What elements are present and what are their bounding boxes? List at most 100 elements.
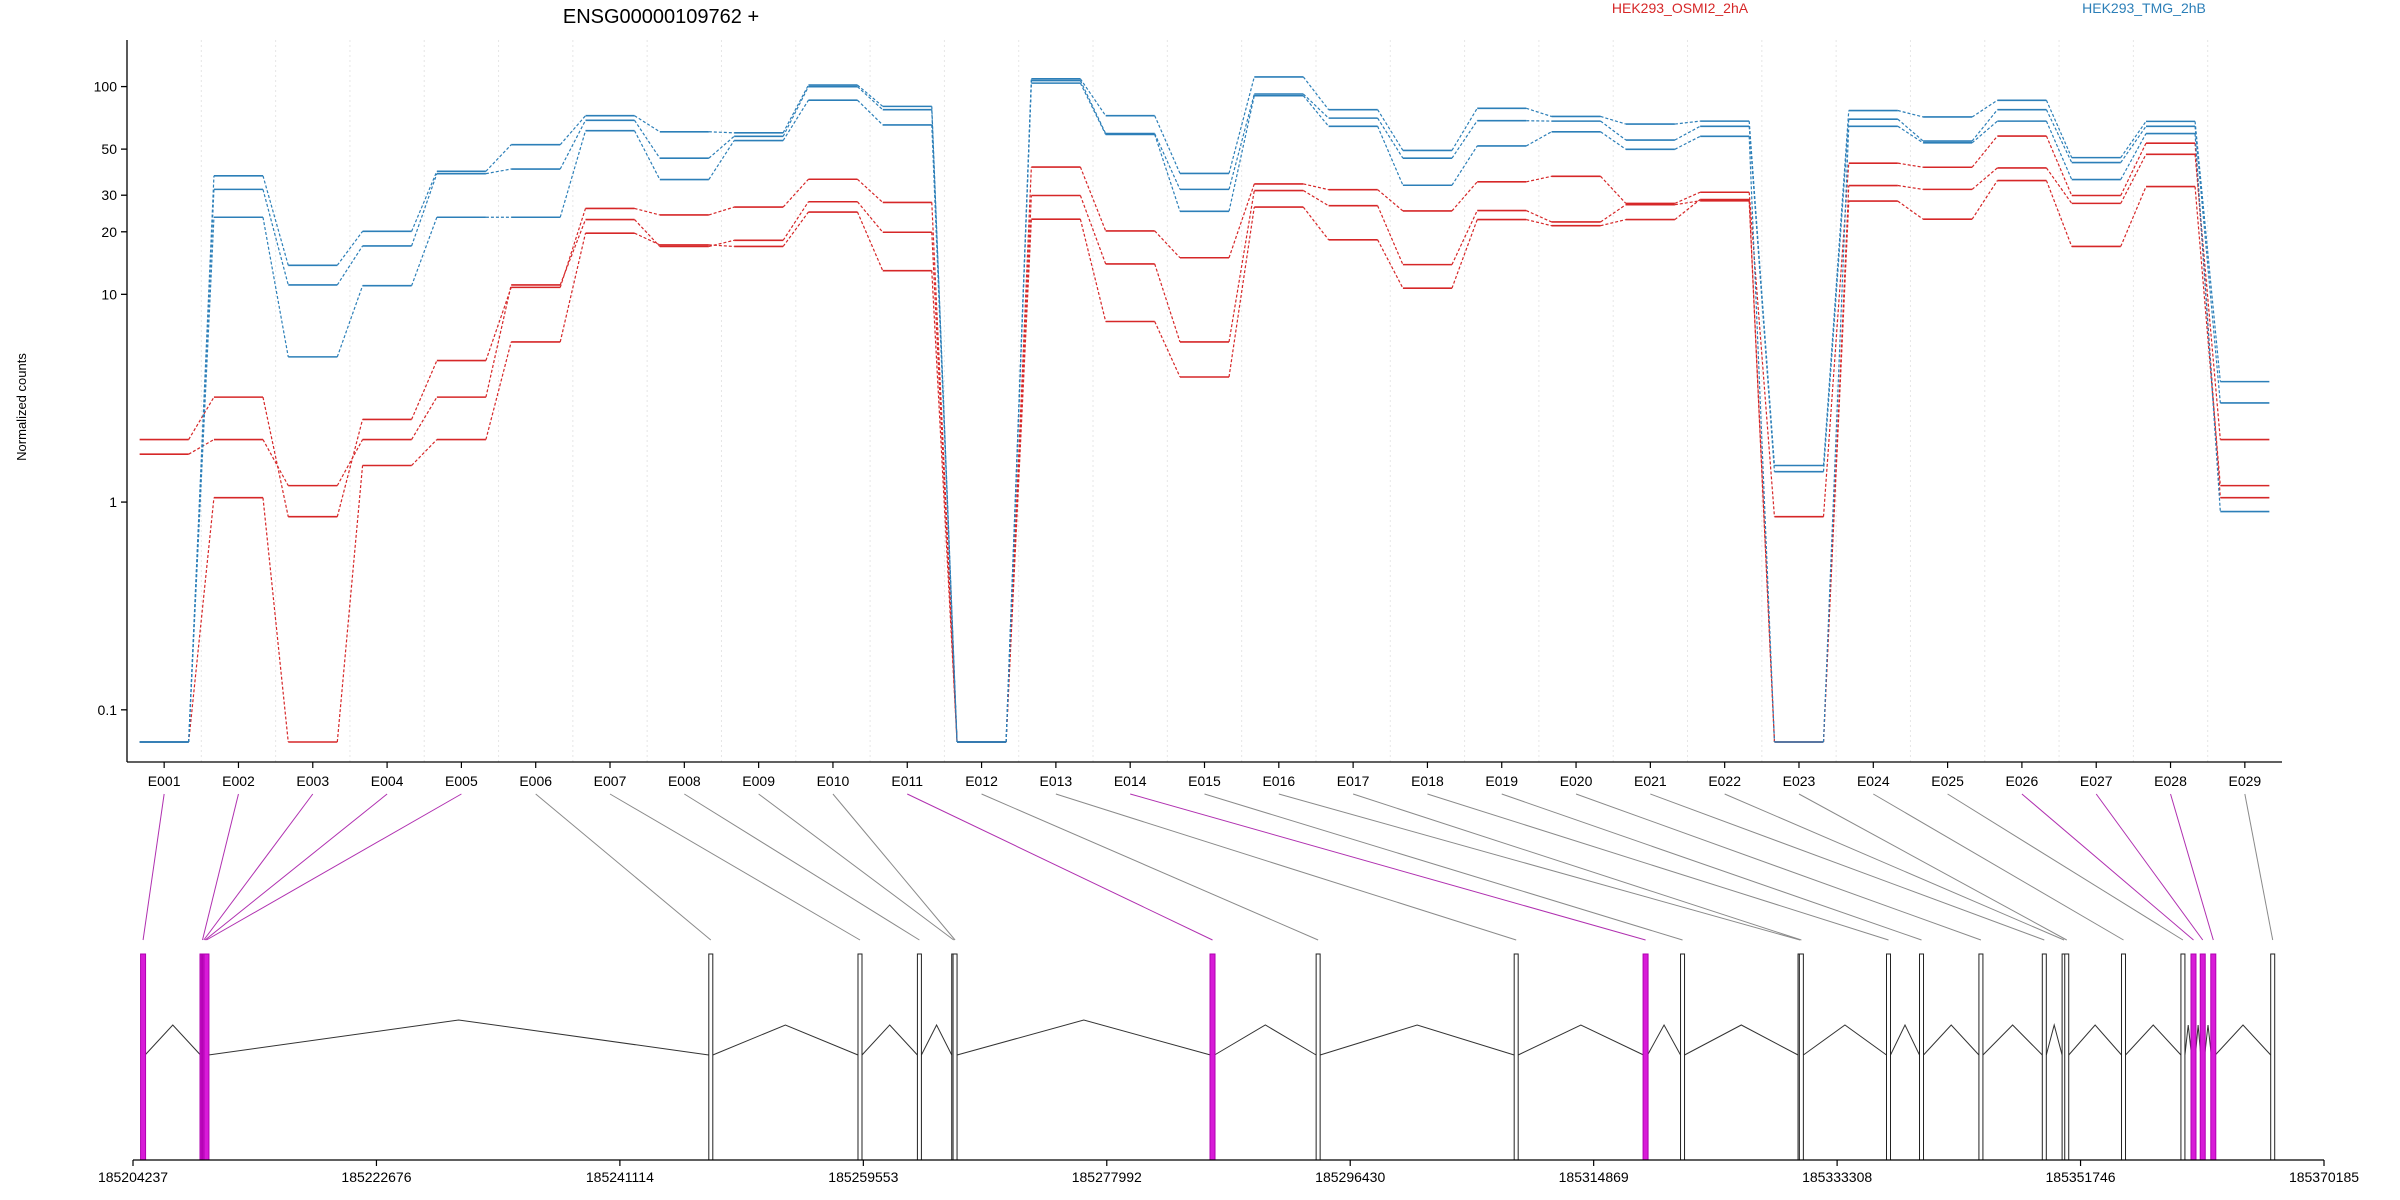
x-tick-label: E022 xyxy=(1708,773,1741,789)
data-connector xyxy=(262,175,289,266)
exon-box xyxy=(1919,953,1925,1161)
x-tick-label: E008 xyxy=(668,773,701,789)
data-connector xyxy=(1897,109,1924,118)
data-connector xyxy=(782,178,809,208)
data-connector xyxy=(1897,125,1924,144)
intron-junction xyxy=(1803,1024,1887,1056)
exon-box xyxy=(1680,953,1686,1161)
data-connector xyxy=(1674,125,1701,141)
data-connector xyxy=(1228,190,1255,343)
exon-connector-line xyxy=(202,793,239,941)
data-connector xyxy=(1897,118,1924,142)
data-connector xyxy=(1971,180,1998,220)
x-tick-label: E017 xyxy=(1337,773,1370,789)
data-connector xyxy=(2194,126,2221,404)
exon-connector-line xyxy=(1501,793,1922,941)
data-connector xyxy=(1600,115,1627,125)
exon-box xyxy=(708,953,714,1161)
intron-junction xyxy=(1647,1023,1681,1056)
intron-junction xyxy=(1890,1023,1920,1056)
data-connector xyxy=(634,130,661,180)
x-tick-label: E002 xyxy=(222,773,255,789)
x-tick-label: E019 xyxy=(1485,773,1518,789)
data-connector xyxy=(485,144,512,172)
data-connector xyxy=(1451,181,1478,212)
exon-connector-line xyxy=(1724,793,2065,941)
data-connector xyxy=(1228,183,1255,258)
data-connector xyxy=(1377,117,1404,159)
data-connector xyxy=(411,396,438,440)
data-connector xyxy=(708,135,735,159)
data-connector xyxy=(1154,321,1181,378)
exon-box xyxy=(1798,953,1804,1161)
exon-connector-layer xyxy=(142,793,2274,941)
data-connector xyxy=(1897,162,1924,168)
data-connector xyxy=(1451,145,1478,186)
intron-junction xyxy=(2125,1024,2182,1056)
exon-box xyxy=(1209,953,1216,1161)
x-tick-label: E029 xyxy=(2228,773,2261,789)
data-connector xyxy=(782,201,809,241)
data-connector xyxy=(1377,109,1404,151)
exon-connector-line xyxy=(204,793,388,941)
x-tick-label: E018 xyxy=(1411,773,1444,789)
y-tick-label: 10 xyxy=(101,286,117,302)
data-connector xyxy=(1971,120,1998,144)
data-connector xyxy=(1079,78,1107,117)
exon-connector-line xyxy=(1278,793,1801,941)
data-connector xyxy=(559,233,587,343)
y-tick-label: 1 xyxy=(109,494,117,510)
data-connector xyxy=(188,497,215,743)
data-connector xyxy=(1079,219,1107,322)
data-connector xyxy=(782,86,809,137)
series-layer xyxy=(139,76,2270,743)
x-axis: E001 E002 E003 E004 E005 E006 E007 E008 E009 E010… xyxy=(127,761,2282,789)
data-connector xyxy=(1228,93,1255,190)
exon-connector-line xyxy=(981,793,1319,941)
chart-title: ENSG00000109762 + xyxy=(563,6,759,28)
data-connector xyxy=(1674,199,1701,221)
data-connector xyxy=(1005,219,1032,743)
intron-junction xyxy=(2068,1024,2122,1056)
exon-box xyxy=(2121,953,2127,1161)
exon-box xyxy=(916,953,922,1161)
data-connector xyxy=(262,397,289,517)
data-connector xyxy=(857,84,884,107)
genomic-tick-label: 185222676 xyxy=(341,1169,411,1185)
data-connector xyxy=(559,115,586,146)
data-connector xyxy=(1377,126,1404,186)
data-connector xyxy=(782,211,809,247)
data-connector xyxy=(1526,107,1552,118)
data-connector xyxy=(634,119,661,159)
data-connector xyxy=(485,168,512,175)
data-connector xyxy=(1971,109,1998,142)
data-connector xyxy=(559,120,587,170)
genomic-coordinate-axis: 185204237 185222676 185241114 185259553 1852… xyxy=(98,1159,2359,1185)
exon-connector-line xyxy=(203,793,314,941)
exon-box xyxy=(2064,953,2070,1161)
data-connector xyxy=(782,99,809,141)
x-tick-label: E007 xyxy=(594,773,627,789)
data-connector xyxy=(1600,131,1627,150)
data-connector xyxy=(1377,205,1404,265)
data-connector xyxy=(2120,125,2147,163)
x-tick-label: E028 xyxy=(2154,773,2187,789)
data-connector xyxy=(782,84,809,134)
exon-connector-line xyxy=(1055,793,1517,941)
data-connector xyxy=(634,115,661,133)
data-connector xyxy=(1079,195,1107,265)
y-tick-label: 20 xyxy=(101,224,117,240)
data-connector xyxy=(1600,120,1627,141)
data-connector xyxy=(1748,126,1776,472)
data-connector xyxy=(188,217,215,743)
data-connector xyxy=(485,287,512,361)
exon-connector-line xyxy=(609,793,861,941)
data-connector xyxy=(559,219,587,286)
data-connector xyxy=(2120,154,2147,204)
intron-junction xyxy=(2184,1024,2192,1056)
exon-box xyxy=(1978,953,1984,1161)
data-connector xyxy=(708,206,735,216)
data-connector xyxy=(336,285,364,358)
genomic-tick-label: 185277992 xyxy=(1072,1169,1142,1185)
data-connector xyxy=(1600,218,1626,227)
